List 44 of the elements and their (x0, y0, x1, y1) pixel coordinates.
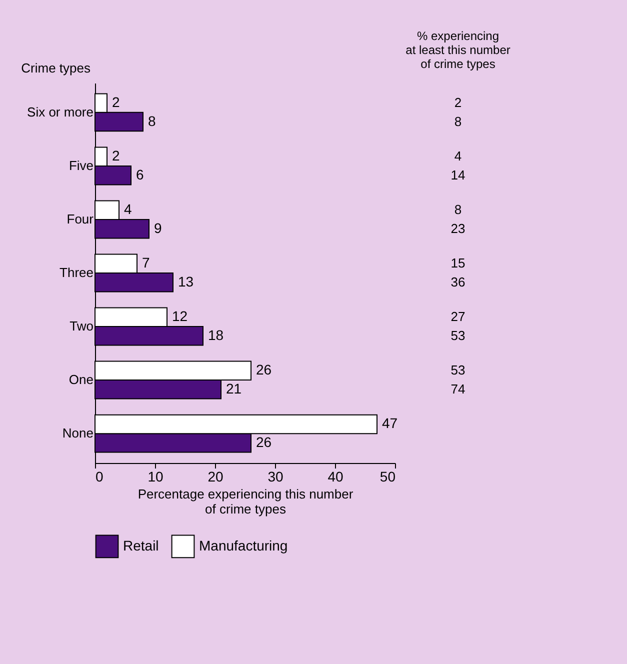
y-tick-label: Two (70, 318, 94, 334)
text: 27 (450, 309, 466, 324)
data-label: 6 (136, 166, 144, 182)
text: % experiencing at least this number of crime types (406, 29, 510, 71)
data-label: 47 (382, 415, 398, 432)
y-tick-label: Three (60, 265, 94, 280)
y-tick-label: Five (68, 158, 94, 173)
text: 23 (450, 220, 466, 236)
text: 4 (454, 148, 462, 164)
text: 36 (450, 274, 466, 290)
y-tick-label: Four (66, 211, 94, 226)
text: 8 (454, 202, 462, 218)
text: 8 (454, 114, 462, 129)
x-tick-label: 20 (208, 468, 224, 484)
text: 74 (450, 381, 466, 396)
data-label: 2 (112, 94, 120, 110)
text: 2 (454, 95, 462, 110)
x-tick-label: 10 (148, 468, 164, 484)
legend-label: Manufacturing (199, 537, 288, 554)
x-tick-label: 0 (96, 468, 104, 484)
data-label: 9 (154, 220, 162, 236)
data-label: 2 (112, 148, 120, 164)
data-label: 4 (124, 201, 132, 218)
text: 53 (450, 328, 466, 343)
y-tick-label: Six or more (27, 104, 94, 120)
data-label: 18 (208, 326, 224, 343)
x-tick-label: 40 (328, 468, 344, 484)
x-axis-title: Percentage experiencing this number of crime types (138, 486, 354, 516)
text: 53 (450, 362, 466, 378)
data-label: 12 (172, 308, 188, 324)
y-axis-title: Crime types (21, 60, 91, 76)
legend-label: Retail (123, 537, 159, 554)
data-label: 21 (226, 380, 242, 396)
x-tick-label: 50 (380, 468, 396, 484)
data-label: 8 (148, 112, 156, 129)
data-label: 7 (142, 254, 150, 271)
x-tick-label: 30 (268, 468, 284, 484)
data-label: 26 (256, 434, 272, 450)
data-label: 26 (256, 362, 272, 378)
y-tick-label: None (62, 426, 94, 441)
data-label: 13 (178, 273, 194, 290)
y-tick-label: One (68, 372, 94, 388)
text: 14 (450, 167, 466, 182)
text: 15 (450, 256, 466, 271)
